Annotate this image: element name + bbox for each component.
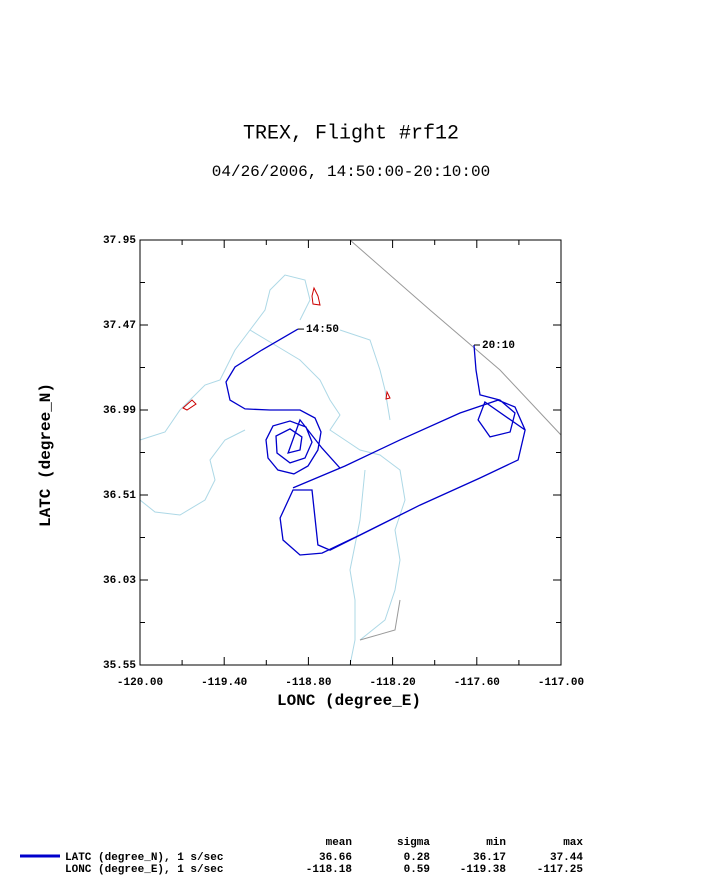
- stats-header: mean: [326, 837, 352, 849]
- road: [359, 599, 401, 641]
- lake: [311, 286, 321, 306]
- flight-track: [225, 328, 526, 556]
- annotation: 20:10: [482, 340, 515, 352]
- river: [249, 329, 406, 641]
- stats-value: -119.38: [460, 864, 507, 876]
- stats-value: 0.59: [404, 864, 430, 876]
- x-axis-label: LONC (degree_E): [277, 692, 421, 710]
- stats-value: -118.18: [306, 864, 353, 876]
- river: [139, 274, 311, 441]
- stats-row-name: LATC (degree_N), 1 s/sec: [65, 852, 223, 864]
- x-tick-label: -117.00: [538, 677, 584, 689]
- lake: [385, 390, 391, 400]
- x-tick-label: -118.80: [285, 677, 331, 689]
- x-tick-label: -119.40: [201, 677, 247, 689]
- x-tick-label: -120.00: [117, 677, 163, 689]
- y-tick-label: 36.99: [103, 405, 136, 417]
- stats-header: sigma: [397, 837, 430, 849]
- y-axis-label: LATC (degree_N): [37, 383, 55, 527]
- stats-row-name: LONC (degree_E), 1 s/sec: [65, 864, 223, 876]
- stats-value: -117.25: [537, 864, 584, 876]
- y-tick-label: 36.03: [103, 575, 136, 587]
- stats-header: max: [563, 837, 583, 849]
- stats-value: 36.17: [473, 852, 506, 864]
- y-tick-label: 35.55: [103, 660, 136, 672]
- river: [339, 329, 391, 421]
- river: [139, 429, 246, 516]
- road: [349, 239, 562, 436]
- y-tick-label: 36.51: [103, 490, 136, 502]
- river: [349, 469, 366, 666]
- stats-value: 37.44: [550, 852, 583, 864]
- x-tick-label: -118.20: [369, 677, 415, 689]
- plot-frame: [139, 239, 562, 666]
- annotation: 14:50: [306, 324, 339, 336]
- y-tick-label: 37.47: [103, 320, 136, 332]
- map-background: [139, 239, 562, 666]
- lake: [182, 399, 197, 411]
- stats-value: 36.66: [319, 852, 352, 864]
- x-tick-label: -117.60: [454, 677, 500, 689]
- y-tick-label: 37.95: [103, 235, 136, 247]
- chart-subtitle: 04/26/2006, 14:50:00-20:10:00: [212, 163, 490, 181]
- stats-header: min: [486, 837, 506, 849]
- chart-title: TREX, Flight #rf12: [243, 122, 459, 145]
- stats-value: 0.28: [404, 852, 431, 864]
